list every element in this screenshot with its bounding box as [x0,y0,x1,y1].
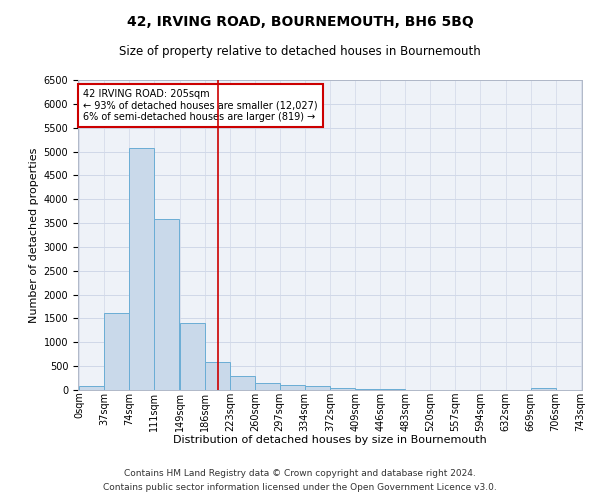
Bar [79,386,104,390]
Bar [255,383,280,390]
Bar [331,388,355,390]
Y-axis label: Number of detached properties: Number of detached properties [29,148,40,322]
Text: Contains public sector information licensed under the Open Government Licence v3: Contains public sector information licen… [103,484,497,492]
Text: 42, IRVING ROAD, BOURNEMOUTH, BH6 5BQ: 42, IRVING ROAD, BOURNEMOUTH, BH6 5BQ [127,15,473,29]
Bar [355,388,380,390]
Text: Size of property relative to detached houses in Bournemouth: Size of property relative to detached ho… [119,45,481,58]
Text: Contains HM Land Registry data © Crown copyright and database right 2024.: Contains HM Land Registry data © Crown c… [124,468,476,477]
Bar [280,385,305,390]
X-axis label: Distribution of detached houses by size in Bournemouth: Distribution of detached houses by size … [173,435,487,445]
Bar [531,388,556,390]
Bar [104,312,129,390]
Bar [130,148,154,390]
Bar [230,376,254,390]
Bar [180,323,205,390]
Bar [205,362,230,390]
Text: 42 IRVING ROAD: 205sqm
← 93% of detached houses are smaller (12,027)
6% of semi-: 42 IRVING ROAD: 205sqm ← 93% of detached… [83,90,317,122]
Bar [305,386,329,390]
Bar [154,220,179,390]
